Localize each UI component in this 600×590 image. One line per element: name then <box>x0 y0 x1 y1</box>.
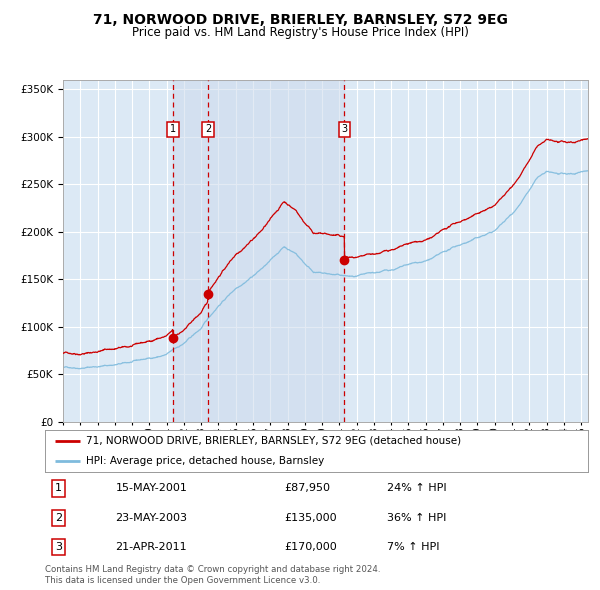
Text: 21-APR-2011: 21-APR-2011 <box>116 542 187 552</box>
Text: 2: 2 <box>55 513 62 523</box>
Text: 24% ↑ HPI: 24% ↑ HPI <box>387 483 447 493</box>
Text: 36% ↑ HPI: 36% ↑ HPI <box>387 513 446 523</box>
Text: 3: 3 <box>55 542 62 552</box>
Text: 1: 1 <box>170 124 176 135</box>
Text: Contains HM Land Registry data © Crown copyright and database right 2024.: Contains HM Land Registry data © Crown c… <box>45 565 380 573</box>
Text: 71, NORWOOD DRIVE, BRIERLEY, BARNSLEY, S72 9EG: 71, NORWOOD DRIVE, BRIERLEY, BARNSLEY, S… <box>92 13 508 27</box>
Text: HPI: Average price, detached house, Barnsley: HPI: Average price, detached house, Barn… <box>86 455 324 466</box>
Text: This data is licensed under the Open Government Licence v3.0.: This data is licensed under the Open Gov… <box>45 576 320 585</box>
Text: 3: 3 <box>341 124 347 135</box>
Text: Price paid vs. HM Land Registry's House Price Index (HPI): Price paid vs. HM Land Registry's House … <box>131 26 469 39</box>
Text: £170,000: £170,000 <box>284 542 337 552</box>
Text: 1: 1 <box>55 483 62 493</box>
Text: 2: 2 <box>205 124 211 135</box>
Text: £135,000: £135,000 <box>284 513 337 523</box>
Bar <box>173 80 344 422</box>
Text: £87,950: £87,950 <box>284 483 330 493</box>
Text: 15-MAY-2001: 15-MAY-2001 <box>116 483 187 493</box>
Text: 71, NORWOOD DRIVE, BRIERLEY, BARNSLEY, S72 9EG (detached house): 71, NORWOOD DRIVE, BRIERLEY, BARNSLEY, S… <box>86 436 461 446</box>
Text: 23-MAY-2003: 23-MAY-2003 <box>116 513 188 523</box>
Text: 7% ↑ HPI: 7% ↑ HPI <box>387 542 440 552</box>
